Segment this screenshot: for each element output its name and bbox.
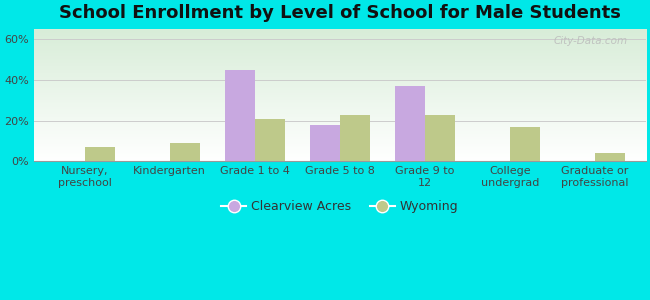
Legend: Clearview Acres, Wyoming: Clearview Acres, Wyoming	[216, 195, 463, 218]
Title: School Enrollment by Level of School for Male Students: School Enrollment by Level of School for…	[59, 4, 621, 22]
Bar	[595, 153, 625, 161]
Bar	[255, 118, 285, 161]
Bar	[510, 127, 540, 161]
Text: City-Data.com: City-Data.com	[553, 36, 627, 46]
Bar	[84, 147, 114, 161]
Bar	[310, 125, 340, 161]
Bar	[395, 86, 425, 161]
Bar	[170, 143, 200, 161]
Bar	[225, 70, 255, 161]
Bar	[340, 115, 370, 161]
Bar	[425, 115, 454, 161]
